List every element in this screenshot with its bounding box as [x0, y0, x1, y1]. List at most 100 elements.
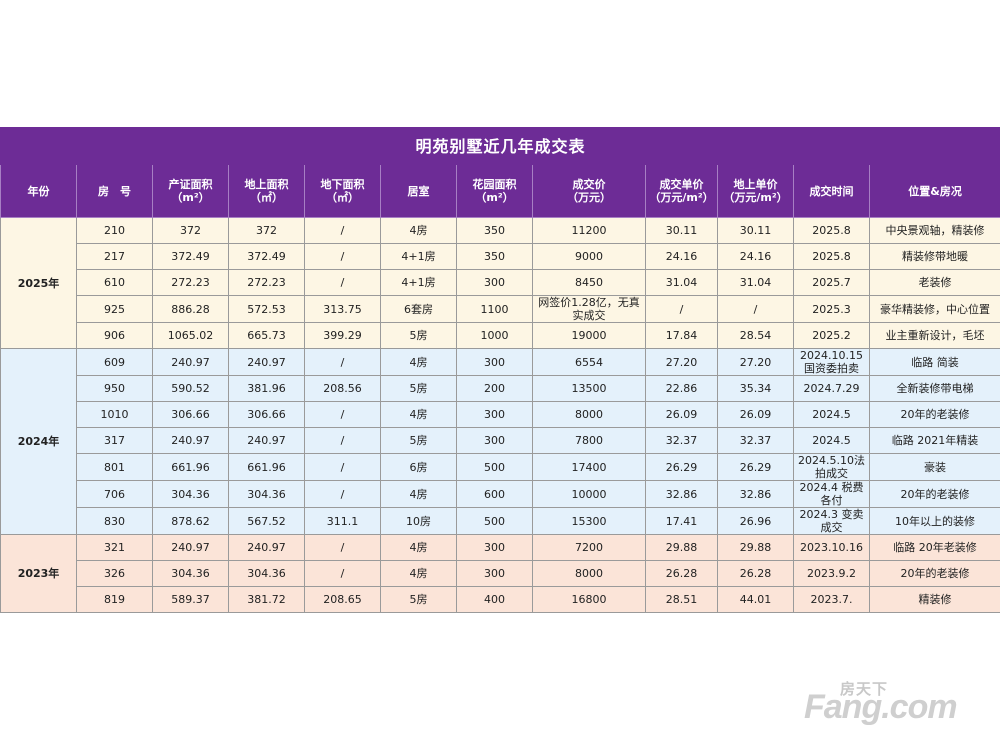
deal-price-cell: 7200 — [532, 534, 646, 561]
deal-price-cell: 13500 — [532, 375, 646, 402]
garden-area-cell: 300 — [456, 534, 533, 561]
underground-area-cell: / — [304, 217, 381, 244]
header-label: 成交价 — [572, 178, 606, 191]
deal-unit-price-cell: / — [645, 295, 718, 323]
garden-area-cell: 200 — [456, 375, 533, 402]
header-unit: （㎡） — [326, 191, 359, 204]
rooms-cell: 5房 — [380, 586, 457, 613]
header-label: 成交时间 — [809, 184, 854, 198]
garden-area-cell: 1100 — [456, 295, 533, 323]
header-label: 花园面积 — [472, 178, 517, 191]
header-underground-area: 地下面积 （㎡） — [304, 164, 381, 218]
deal-time-cell: 2024.5 — [793, 401, 870, 428]
room-number-cell: 925 — [76, 295, 153, 323]
above-ground-unit-price-cell: 26.96 — [717, 507, 794, 535]
underground-area-cell: 208.65 — [304, 586, 381, 613]
above-ground-area-cell: 272.23 — [228, 269, 305, 296]
deal-price-cell: 8450 — [532, 269, 646, 296]
location-condition-cell: 精装修带地暖 — [868, 243, 1000, 270]
underground-area-cell: / — [304, 243, 381, 270]
certificate-area-cell: 878.62 — [152, 507, 229, 535]
header-label: 位置&房况 — [908, 184, 962, 198]
header-above-ground-area: 地上面积 （㎡） — [228, 164, 305, 218]
above-ground-area-cell: 240.97 — [228, 427, 305, 454]
deal-unit-price-cell: 29.88 — [645, 534, 718, 561]
underground-area-cell: 399.29 — [304, 322, 381, 349]
above-ground-area-cell: 240.97 — [228, 534, 305, 561]
certificate-area-cell: 240.97 — [152, 534, 229, 561]
table-row: 2024年 609 240.97 240.97/4房 300 6554 27.20 27.20… — [0, 348, 1000, 535]
certificate-area-cell: 589.37 — [152, 586, 229, 613]
deal-unit-price-cell: 28.51 — [645, 586, 718, 613]
location-condition-cell: 10年以上的装修 — [868, 507, 1000, 535]
deal-unit-price-cell: 22.86 — [645, 375, 718, 402]
table-row: 1010 306.66 306.66/4房 300 8000 26.09 26.09 2024… — [1, 401, 1000, 428]
garden-area-cell: 500 — [456, 453, 533, 481]
location-condition-cell: 20年的老装修 — [868, 560, 1000, 587]
location-condition-cell: 中央景观轴，精装修 — [868, 217, 1000, 244]
garden-area-cell: 1000 — [456, 322, 533, 349]
header-garden-area: 花园面积 （m²） — [456, 164, 533, 218]
header-deal-price: 成交价 （万元） — [532, 164, 646, 218]
transaction-table: 明苑别墅近几年成交表 年份房 号产证面积 （m²） 地上面积 （㎡） 地下面积 （㎡） 居室… — [0, 127, 1000, 613]
deal-time-cell: 2023.7. — [793, 586, 870, 613]
header-deal-time: 成交时间 — [793, 164, 870, 218]
underground-area-cell: 311.1 — [304, 507, 381, 535]
garden-area-cell: 300 — [456, 427, 533, 454]
room-number-cell: 217 — [76, 243, 153, 270]
rooms-cell: 4房 — [380, 348, 457, 376]
header-location-condition: 位置&房况 — [868, 164, 1000, 218]
location-condition-cell: 豪华精装修，中心位置 — [868, 295, 1000, 323]
room-number-cell: 801 — [76, 453, 153, 481]
deal-time-cell: 2023.10.16 — [793, 534, 870, 561]
watermark-logo-text: Fang.com — [804, 688, 958, 726]
underground-area-cell: / — [304, 480, 381, 508]
certificate-area-cell: 306.66 — [152, 401, 229, 428]
garden-area-cell: 600 — [456, 480, 533, 508]
location-condition-cell: 业主重新设计，毛坯 — [868, 322, 1000, 349]
deal-unit-price-cell: 24.16 — [645, 243, 718, 270]
header-year: 年份 — [0, 164, 77, 218]
rooms-cell: 4+1房 — [380, 269, 457, 296]
table-row: 2023年 321 240.97 240.97/4房 300 7200 29.88 29.88… — [0, 534, 1000, 613]
header-unit: （万元/m²） — [723, 191, 788, 204]
header-unit: （㎡） — [250, 191, 283, 204]
deal-unit-price-cell: 26.29 — [645, 453, 718, 481]
fang-watermark: Fang.com 房天下 — [800, 676, 990, 736]
room-number-cell: 830 — [76, 507, 153, 535]
garden-area-cell: 500 — [456, 507, 533, 535]
certificate-area-cell: 272.23 — [152, 269, 229, 296]
header-room-number: 房 号 — [76, 164, 153, 218]
table-row: 317 240.97 240.97/5房 300 7800 32.37 32.37 2024.… — [1, 427, 1000, 454]
garden-area-cell: 350 — [456, 217, 533, 244]
underground-area-cell: / — [304, 560, 381, 587]
above-ground-area-cell: 381.96 — [228, 375, 305, 402]
year-cell: 2024年 — [0, 348, 77, 535]
deal-price-cell: 10000 — [532, 480, 646, 508]
deal-time-cell: 2024.4 税费各付 — [793, 480, 870, 508]
underground-area-cell: / — [304, 269, 381, 296]
room-number-cell: 609 — [76, 348, 153, 376]
location-condition-cell: 豪装 — [868, 453, 1000, 481]
certificate-area-cell: 304.36 — [152, 560, 229, 587]
rooms-cell: 5房 — [380, 427, 457, 454]
underground-area-cell: / — [304, 401, 381, 428]
deal-time-cell: 2024.10.15国资委拍卖 — [793, 348, 870, 376]
deal-unit-price-cell: 17.41 — [645, 507, 718, 535]
header-label: 年份 — [27, 184, 50, 198]
table-row: 819 589.37 381.72 208.65 5房 400 16800 28.51 44.0… — [1, 586, 1000, 613]
transaction-table-sheet: 明苑别墅近几年成交表 年份房 号产证面积 （m²） 地上面积 （㎡） 地下面积 （㎡） 居室… — [0, 127, 1000, 623]
garden-area-cell: 300 — [456, 348, 533, 376]
above-ground-area-cell: 304.36 — [228, 480, 305, 508]
deal-time-cell: 2024.5 — [793, 427, 870, 454]
header-unit: （万元） — [567, 191, 611, 204]
above-ground-area-cell: 661.96 — [228, 453, 305, 481]
year-cell: 2023年 — [0, 534, 77, 613]
header-label: 成交单价 — [659, 178, 704, 191]
garden-area-cell: 300 — [456, 401, 533, 428]
above-ground-area-cell: 240.97 — [228, 348, 305, 376]
above-ground-unit-price-cell: 24.16 — [717, 243, 794, 270]
rooms-cell: 4房 — [380, 480, 457, 508]
above-ground-unit-price-cell: 26.29 — [717, 453, 794, 481]
location-condition-cell: 临路 20年老装修 — [868, 534, 1000, 561]
